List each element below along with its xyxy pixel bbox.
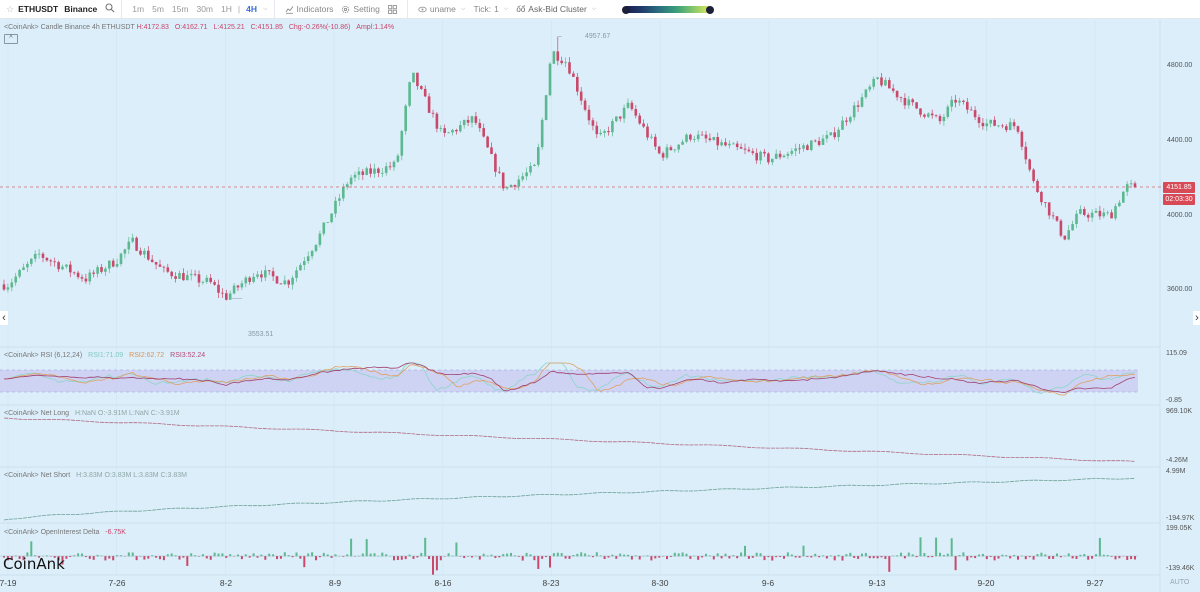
candle-high: H:4172.83 [136,24,169,31]
tick-dropdown[interactable]: Tick: 1 ⌵ [473,4,508,14]
chevron-down-icon: ⌵ [460,5,466,12]
eye-icon [418,6,427,12]
candle-countdown-tag: 02:03:30 [1163,194,1195,205]
oi-axis-top: 199.05K [1166,525,1193,532]
x-tick-7-19: 7-19 [0,578,17,588]
oi-axis-bottom: -139.46K [1166,565,1195,572]
uname-label: uname [429,4,456,14]
net-short-axis-bottom: -194.97K [1166,515,1195,522]
search-icon[interactable] [105,3,115,15]
price-axis-4000: 4000.00 [1167,212,1193,219]
net-long-legend-prefix: <CoinAnk> Net Long [4,410,69,417]
toolbar: ☆ ETHUSDT Binance 1m 5m 15m 30m 1H | 4H … [0,0,1200,19]
timeframe-15m[interactable]: 15m [171,4,189,14]
timeframe-divider: | [237,4,241,14]
indicators-group: Indicators Setting [275,0,408,18]
candle-amplitude: Ampl:1.14% [356,24,395,31]
indicators-label: Indicators [296,4,334,14]
setting-label: Setting [353,4,380,14]
net-long-axis-top: 969.10K [1166,408,1193,415]
x-tick-8-23: 8-23 [542,578,560,588]
cluster-label: Ask-Bid Cluster [528,4,587,14]
ask-bid-cluster-dropdown[interactable]: ốổ Ask-Bid Cluster ⌵ [516,4,596,14]
timeframe-4h[interactable]: 4H [246,4,257,14]
oi-delta-legend: <CoinAnk> OpenInterest Delta -6.75K [4,529,126,536]
net-short-legend: <CoinAnk> Net Short H:3.83M O:3.83M L:3.… [4,472,187,479]
net-short-legend-prefix: <CoinAnk> Net Short [4,472,71,479]
exchange-name[interactable]: Binance [64,4,98,14]
net-long-axis-bottom: -4.26M [1166,457,1188,464]
candle-close: C:4151.85 [250,24,283,31]
candle-low: L:4125.21 [213,24,245,31]
last-price-tag: 4151.85 [1163,182,1195,193]
indicators-icon [285,5,293,14]
timeframe-chevron-down-icon[interactable]: ⌵ [262,5,268,12]
timeframe-group: 1m 5m 15m 30m 1H | 4H ⌵ [122,0,275,18]
candle-legend: <CoinAnk> Candle Binance 4h ETHUSDT H:41… [4,24,394,31]
cluster-icon: ốổ [516,4,526,14]
scroll-left-arrow-icon[interactable]: ‹ [0,311,8,325]
slider-handle-left[interactable] [622,5,630,14]
gear-icon [342,5,350,13]
x-tick-9-13: 9-13 [868,578,886,588]
x-tick-9-6: 9-6 [761,578,775,588]
x-tick-8-16: 8-16 [434,578,452,588]
x-tick-8-30: 8-30 [651,578,669,588]
x-tick-7-26: 7-26 [108,578,126,588]
symbol-name[interactable]: ETHUSDT [18,4,59,14]
favorite-star-icon[interactable]: ☆ [6,3,15,14]
timeframe-5m[interactable]: 5m [152,4,164,14]
period-high-label: 4957.67 [585,33,611,40]
price-axis-3600: 3600.00 [1167,286,1193,293]
rsi-legend: <CoinAnk> RSI (6,12,24) RSI1:71.09 RSI2:… [4,352,205,359]
price-axis-4400: 4400.00 [1167,137,1193,144]
timeframe-1h[interactable]: 1H [221,4,232,14]
tick-label: Tick: [473,4,492,14]
candle-open: O:4162.71 [174,24,208,31]
symbol-group: ☆ ETHUSDT Binance [0,0,123,18]
scroll-right-arrow-icon[interactable]: › [1193,311,1200,325]
timeframe-30m[interactable]: 30m [196,4,214,14]
layout-button[interactable] [387,4,397,14]
options-group: uname ⌵ Tick: 1 ⌵ ốổ Ask-Bid Cluster ⌵ [408,0,607,18]
tick-value: 1 [494,4,499,14]
rsi-legend-prefix: <CoinAnk> RSI (6,12,24) [4,352,83,359]
timeframe-1m[interactable]: 1m [132,4,145,14]
period-low-label: 3553.51 [248,331,274,338]
x-tick-8-9: 8-9 [328,578,342,588]
chart-area[interactable] [0,20,1200,592]
rsi-axis-bottom: -0.85 [1166,397,1182,404]
uname-dropdown[interactable]: uname ⌵ [418,4,466,14]
rsi3-value: RSI3:52.24 [170,352,206,359]
candle-change-label: Chg:-0.26%(-10.86) [289,24,350,31]
price-axis-4800: 4800.00 [1167,62,1193,69]
auto-scale-button[interactable]: AUTO [1170,579,1190,586]
oi-delta-legend-prefix: <CoinAnk> OpenInterest Delta [4,529,100,536]
chart-canvas[interactable] [0,20,1200,592]
candle-legend-prefix: <CoinAnk> Candle Binance 4h ETHUSDT [4,24,135,31]
collapse-legend-button[interactable]: ^ [4,34,18,44]
coinank-logo: CoinAnk [3,555,65,573]
indicators-button[interactable]: Indicators [285,4,334,14]
rsi1-value: RSI1:71.09 [88,352,124,359]
net-short-axis-top: 4.99M [1166,468,1186,475]
setting-button[interactable]: Setting [341,4,380,14]
x-tick-8-2: 8-2 [219,578,233,588]
heatmap-color-slider[interactable] [622,5,714,14]
candle-change: Chg:-0.26%(-10.86) [288,24,351,31]
net-short-values: H:3.83M O:3.83M L:3.83M C:3.83M [76,472,187,479]
x-tick-9-27: 9-27 [1086,578,1104,588]
net-long-values: H:NaN O:-3.91M L:NaN C:-3.91M [74,410,180,417]
chevron-down-icon: ⌵ [503,5,509,12]
slider-handle-right[interactable] [706,5,714,14]
rsi2-value: RSI2:62.72 [129,352,165,359]
chevron-down-icon: ⌵ [591,5,597,12]
x-tick-9-20: 9-20 [977,578,995,588]
grid-icon [387,4,397,14]
oi-delta-value: -6.75K [105,529,126,536]
net-long-legend: <CoinAnk> Net Long H:NaN O:-3.91M L:NaN … [4,410,180,417]
rsi-axis-top: 115.09 [1166,350,1187,357]
